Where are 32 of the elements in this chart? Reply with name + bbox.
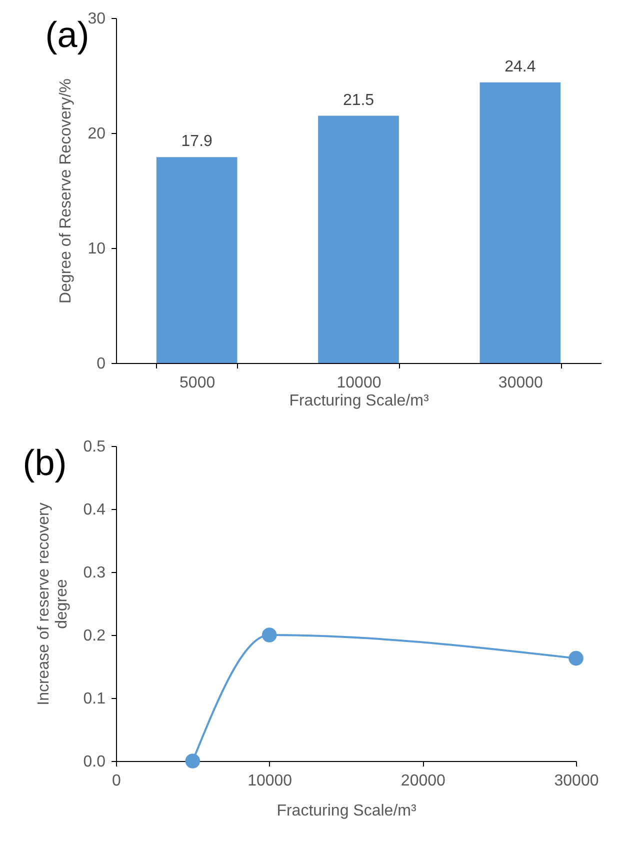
x-tick-label: 10000: [248, 772, 292, 790]
bar: [480, 82, 561, 363]
x-tick-label: 0: [112, 772, 122, 790]
point: [262, 628, 277, 642]
y-tick-label: 0.2: [83, 628, 106, 644]
point: [185, 754, 200, 768]
x-axis-title: Fracturing Scale/m³: [289, 392, 430, 410]
y-tick-label: 0: [96, 356, 106, 372]
bar: [318, 116, 399, 363]
y-tick-label: 20: [88, 126, 106, 142]
y-tick-label: 0.3: [83, 564, 106, 582]
y-tick-label: 0.0: [83, 754, 106, 770]
y-tick-label: 30: [88, 10, 106, 28]
x-tick-label: 30000: [498, 374, 544, 392]
x-tick-label: 10000: [336, 374, 382, 392]
x-tick-label: 5000: [180, 374, 216, 392]
data-label: 21.5: [342, 92, 374, 109]
y-tick-label: 0.5: [83, 438, 106, 456]
data-label: 24.4: [504, 58, 536, 76]
chart-title: (b): [22, 442, 67, 483]
x-tick-label: 30000: [554, 772, 599, 790]
data-label: 17.9: [181, 133, 213, 150]
y-axis-title: Degree of Reserve Recovery/%: [58, 78, 75, 304]
x-axis-title: Fracturing Scale/m³: [276, 802, 417, 820]
bar: [156, 157, 238, 363]
chart-title: (a): [45, 14, 90, 55]
y-tick-label: 10: [88, 240, 106, 258]
point: [568, 650, 584, 666]
x-tick-label: 20000: [400, 772, 446, 790]
y-axis-title: Increase of reserve recovery degree: [35, 502, 70, 706]
y-tick-label: 0.4: [83, 502, 106, 518]
y-tick-label: 0.1: [83, 690, 106, 708]
